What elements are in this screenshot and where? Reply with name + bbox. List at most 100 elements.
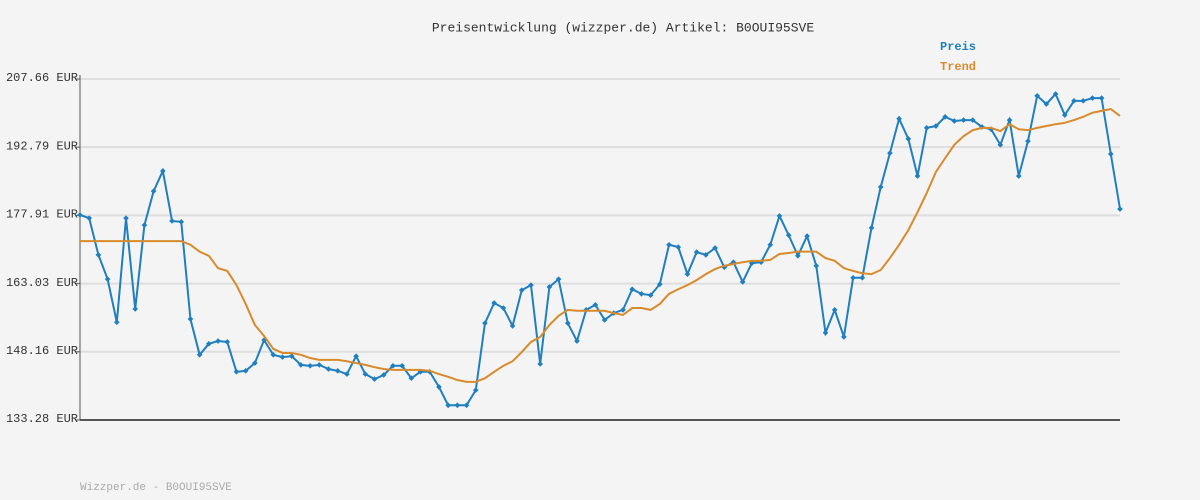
marker	[712, 245, 718, 251]
marker	[252, 360, 258, 366]
marker	[638, 291, 645, 297]
marker	[1117, 206, 1123, 212]
marker	[307, 362, 313, 369]
marker	[841, 334, 847, 340]
marker	[1006, 117, 1013, 123]
marker	[960, 117, 967, 123]
marker	[969, 117, 976, 123]
marker	[215, 338, 221, 344]
legend-label: Preis	[940, 40, 976, 54]
chart-title: Preisentwicklung (wizzper.de) Artikel: B…	[432, 20, 814, 35]
marker	[933, 123, 939, 129]
marker	[942, 114, 948, 120]
marker	[1098, 95, 1105, 101]
marker	[629, 286, 636, 293]
marker	[601, 317, 608, 323]
marker	[1061, 112, 1068, 118]
marker	[169, 218, 175, 224]
marker	[620, 307, 626, 313]
marker	[1107, 151, 1114, 157]
marker	[1052, 91, 1059, 97]
marker	[656, 281, 663, 288]
marker	[500, 305, 507, 311]
marker	[1015, 173, 1022, 179]
marker	[344, 371, 350, 377]
marker	[206, 340, 212, 347]
marker	[997, 142, 1004, 148]
marker	[196, 351, 203, 358]
marker	[693, 249, 700, 255]
marker	[288, 353, 295, 360]
marker	[371, 376, 378, 382]
marker	[482, 320, 488, 327]
marker	[270, 351, 277, 358]
marker	[592, 302, 599, 308]
marker	[896, 115, 902, 122]
marker	[1034, 92, 1040, 99]
marker	[666, 241, 672, 248]
marker	[325, 366, 332, 372]
marker	[454, 402, 461, 409]
marker	[86, 215, 93, 222]
marker	[546, 284, 553, 290]
marker	[187, 316, 194, 322]
marker	[316, 362, 323, 368]
marker	[951, 118, 958, 124]
marker	[822, 329, 829, 336]
marker	[887, 150, 893, 156]
legend-label: Trend	[940, 60, 976, 74]
marker	[776, 213, 783, 219]
marker	[914, 173, 921, 179]
marker	[353, 353, 359, 360]
marker	[178, 219, 185, 225]
marker	[509, 323, 516, 329]
marker	[390, 362, 396, 369]
marker	[767, 241, 774, 248]
y-tick-label: 207.66 EUR	[6, 71, 78, 85]
line	[80, 108, 1121, 383]
marker	[804, 233, 810, 239]
marker	[1025, 138, 1031, 144]
y-tick-label: 133.28 EUR	[6, 412, 78, 426]
marker	[813, 263, 820, 269]
y-tick-label: 177.91 EUR	[6, 208, 78, 222]
marker	[472, 387, 479, 393]
marker	[113, 319, 120, 326]
marker	[1043, 101, 1050, 107]
marker	[905, 136, 912, 142]
marker	[1071, 97, 1077, 104]
marker	[831, 307, 838, 313]
marker	[537, 361, 544, 367]
marker	[436, 384, 442, 390]
marker	[877, 184, 884, 190]
marker	[785, 232, 792, 238]
marker	[77, 212, 83, 218]
marker	[445, 402, 451, 409]
marker	[1089, 95, 1096, 101]
y-tick-label: 148.16 EUR	[6, 344, 78, 358]
marker	[104, 276, 111, 282]
marker	[518, 287, 525, 293]
marker	[850, 274, 856, 281]
marker	[555, 276, 562, 282]
marker	[380, 372, 387, 378]
marker	[923, 125, 930, 131]
footer: Wizzper.de - B0OUI95SVE	[80, 482, 232, 494]
marker	[362, 371, 369, 377]
marker	[675, 244, 682, 250]
marker	[408, 375, 415, 382]
marker	[233, 368, 240, 375]
marker	[463, 402, 470, 409]
marker	[242, 368, 249, 374]
marker	[528, 282, 534, 288]
marker	[1080, 97, 1087, 104]
marker	[298, 362, 304, 368]
marker	[564, 320, 571, 327]
marker	[703, 252, 709, 258]
marker	[868, 224, 875, 231]
marker	[647, 292, 654, 299]
marker	[141, 222, 148, 228]
marker	[334, 368, 341, 374]
